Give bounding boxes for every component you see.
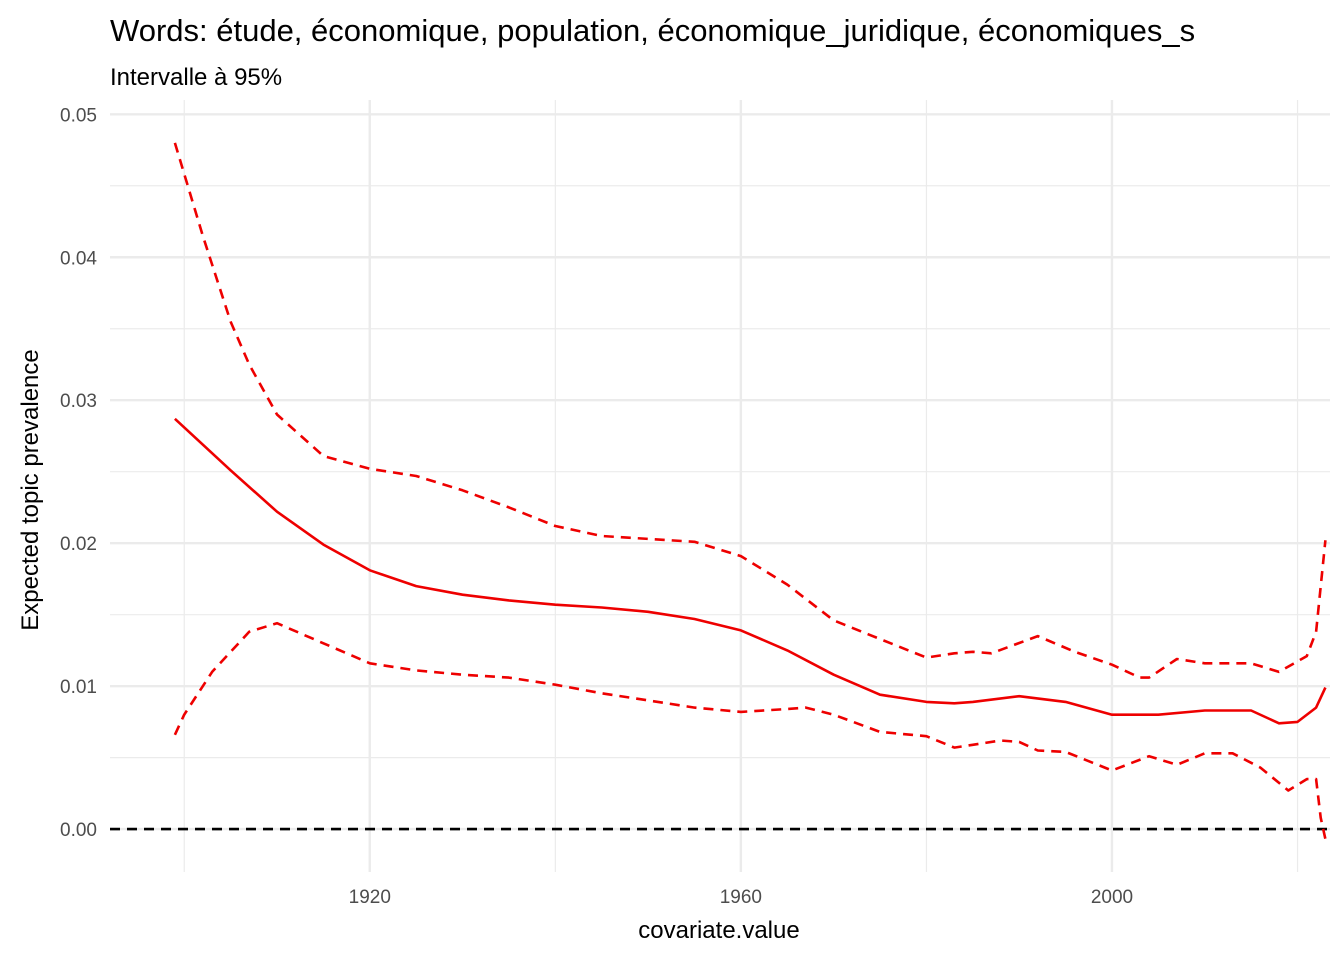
y-tick-label: 0.05 <box>60 105 97 126</box>
x-axis: 1920 1960 2000 <box>349 887 1133 908</box>
x-axis-title: covariate.value <box>638 917 799 944</box>
lower-line <box>173 621 1327 840</box>
grid <box>110 100 1330 872</box>
y-tick-label: 0.04 <box>60 248 97 269</box>
x-tick-label: 1960 <box>720 887 762 908</box>
y-tick-label: 0.00 <box>60 820 97 841</box>
y-tick-label: 0.03 <box>60 391 97 412</box>
estimate-line <box>174 417 1327 725</box>
series-group <box>110 142 1330 840</box>
x-tick-label: 1920 <box>349 887 391 908</box>
x-tick-label: 2000 <box>1091 887 1133 908</box>
chart-title: Words: étude, économique, population, éc… <box>110 13 1195 48</box>
upper-line <box>173 142 1327 679</box>
y-axis: 0.00 0.01 0.02 0.03 0.04 0.05 <box>60 105 97 841</box>
y-tick-label: 0.02 <box>60 534 97 555</box>
y-tick-label: 0.01 <box>60 677 97 698</box>
y-axis-title: Expected topic prevalence <box>17 349 44 631</box>
chart-subtitle: Intervalle à 95% <box>110 64 282 91</box>
